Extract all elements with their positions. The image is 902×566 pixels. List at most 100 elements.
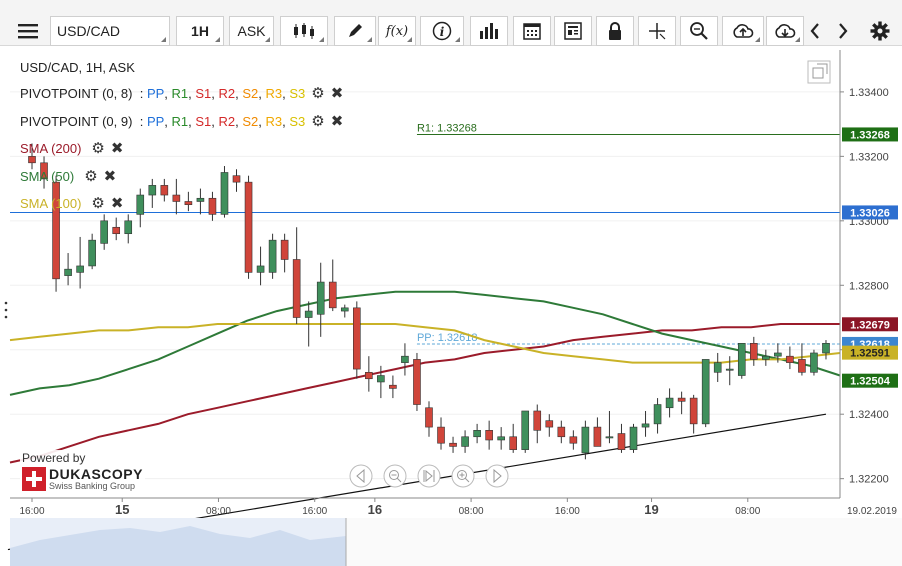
zoom-out-button[interactable] (383, 464, 407, 488)
candle-body (76, 265, 84, 273)
y-tick-label: 1.32400 (849, 409, 889, 421)
candle-body (304, 310, 313, 318)
candle-body (256, 265, 265, 273)
candles (28, 143, 830, 460)
legend-pivot-2-label: PIVOTPOINT (0, 9) (20, 113, 133, 129)
pan-right-button[interactable] (485, 464, 509, 488)
bars-button[interactable] (470, 16, 508, 46)
y-tick-label: 1.32800 (849, 280, 889, 292)
x-tick-label: 16 (368, 502, 382, 517)
price-badge-label: 1.32679 (850, 319, 890, 331)
download-button[interactable] (766, 16, 804, 46)
branding: Powered by DUKASCOPY Swiss Banking Group (20, 450, 145, 492)
gear-icon[interactable]: ⚙ (91, 195, 105, 212)
symbol-label: USD/CAD (57, 23, 121, 39)
candle-body (473, 430, 481, 438)
symbol-select[interactable]: USD/CAD (50, 16, 170, 46)
candle-body (28, 156, 36, 164)
sma-lines (9, 290, 841, 464)
calendar-button[interactable] (513, 16, 551, 46)
zoom-button[interactable] (680, 16, 718, 46)
y-tick-label: 1.33200 (849, 151, 889, 163)
dots-handle[interactable] (4, 301, 8, 319)
toolbar: USD/CAD 1H ASK f(x) i (0, 0, 902, 46)
legend-r1: R1 (171, 113, 189, 129)
news-icon (564, 22, 582, 40)
candle-body (569, 436, 578, 444)
legend-sma-50[interactable]: SMA (50) ⚙ ✖ (20, 167, 116, 185)
legend-pivot-2[interactable]: PIVOTPOINT (0, 9) : PP, R1, S1, R2, S2, … (20, 113, 344, 130)
legend-pivot-1[interactable]: PIVOTPOINT (0, 8) : PP, R1, S1, R2, S2, … (20, 85, 344, 102)
candle-body (605, 436, 614, 439)
settings-button[interactable] (866, 16, 894, 46)
chevron-left-icon (810, 23, 819, 39)
close-icon[interactable]: ✖ (110, 140, 124, 157)
candle-body (184, 201, 193, 206)
price-badges: 1.332681.330261.326181.326791.325911.325… (842, 127, 898, 388)
legend-pivot-1-sep: : (139, 85, 144, 101)
legend-sma-200-label: SMA (200) (20, 140, 82, 156)
scroll-left-button[interactable] (804, 16, 826, 46)
draw-button[interactable] (334, 16, 376, 46)
gear-icon[interactable]: ⚙ (84, 168, 98, 185)
candle-body (52, 181, 60, 280)
chart-type-button[interactable] (280, 16, 328, 46)
candle-body (653, 404, 662, 425)
timeframe-select[interactable]: 1H (176, 16, 224, 46)
indicators-button[interactable]: f(x) (378, 16, 416, 46)
swiss-cross-logo (22, 467, 46, 491)
candle-body (88, 239, 96, 267)
lock-button[interactable] (596, 16, 634, 46)
reset-zoom-button[interactable] (417, 464, 441, 488)
candle-body (774, 352, 782, 357)
sma-line (9, 290, 841, 396)
cloud-upload-icon (733, 24, 754, 38)
candle-body (172, 194, 181, 202)
zoom-in-button[interactable] (451, 464, 475, 488)
candle-body (136, 194, 145, 215)
close-icon[interactable]: ✖ (103, 168, 117, 185)
info-button[interactable]: i (420, 16, 464, 46)
candle-body (316, 281, 325, 315)
candle-body (112, 226, 121, 235)
candle-body (641, 423, 650, 428)
y-tick-label: 1.33400 (849, 87, 889, 99)
candle-body (689, 397, 698, 425)
close-icon[interactable]: ✖ (330, 113, 344, 130)
upload-button[interactable] (722, 16, 764, 46)
cloud-download-icon (775, 24, 796, 38)
scroll-right-button[interactable] (832, 16, 854, 46)
legend-r2: R2 (218, 85, 236, 101)
legend-r2: R2 (218, 113, 236, 129)
gear-icon[interactable]: ⚙ (311, 113, 325, 130)
gear-icon[interactable]: ⚙ (311, 85, 325, 102)
pan-left-button[interactable] (349, 464, 373, 488)
candle-body (497, 436, 505, 441)
candle-body (328, 281, 337, 309)
side-select[interactable]: ASK (229, 16, 274, 46)
menu-icon[interactable] (12, 16, 44, 46)
candle-body (389, 384, 397, 389)
candle-body (232, 175, 241, 183)
legend-sma-100[interactable]: SMA (100) ⚙ ✖ (20, 194, 123, 212)
navigator-series (10, 526, 346, 566)
pivot-level-label: R1: 1.33268 (417, 122, 477, 134)
crosshair-button[interactable] (638, 16, 676, 46)
zoom-icon (690, 22, 708, 40)
fullscreen-button[interactable] (807, 60, 831, 84)
candle-body (353, 307, 361, 370)
candle-body (40, 162, 48, 180)
legend-s2: S2 (242, 85, 259, 101)
news-button[interactable] (554, 16, 592, 46)
close-icon[interactable]: ✖ (330, 85, 344, 102)
legend-sma-50-label: SMA (50) (20, 168, 75, 184)
candle-body (786, 355, 794, 363)
gear-icon[interactable]: ⚙ (91, 140, 105, 157)
candle-body (365, 372, 373, 380)
close-icon[interactable]: ✖ (110, 195, 124, 212)
pencil-icon (349, 24, 362, 37)
y-tick-label: 1.32200 (849, 474, 889, 486)
zoom-controls (349, 464, 509, 488)
legend-sma-200[interactable]: SMA (200) ⚙ ✖ (20, 139, 123, 157)
